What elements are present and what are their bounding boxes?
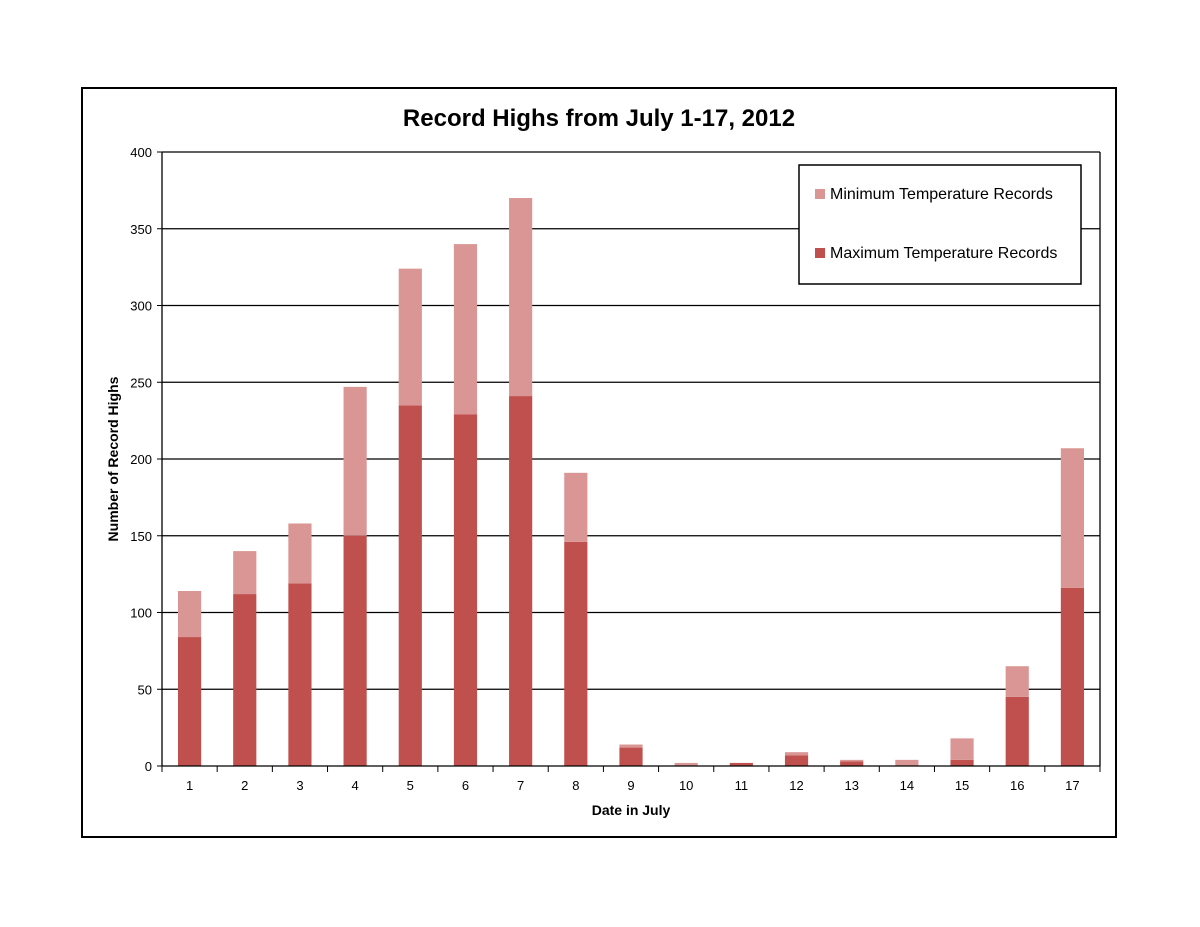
y-tick-label: 0 <box>145 759 152 774</box>
x-tick-label: 15 <box>955 778 969 793</box>
bar-max-records <box>1060 587 1084 766</box>
axes <box>157 151 1101 772</box>
x-tick-label: 16 <box>1010 778 1024 793</box>
bar-max-records <box>784 755 809 766</box>
x-tick-label: 14 <box>900 778 914 793</box>
bar-max-records <box>509 396 533 766</box>
x-tick-label: 12 <box>789 778 803 793</box>
legend-box <box>798 164 1082 285</box>
bar-min-records <box>453 244 478 415</box>
y-tick-label: 150 <box>130 529 152 544</box>
bar-max-records <box>564 541 588 766</box>
bar-min-records <box>288 523 312 584</box>
x-tick-label: 5 <box>407 778 414 793</box>
bar-max-records <box>619 747 643 766</box>
bar-min-records <box>784 752 809 756</box>
bar-max-records <box>1005 696 1029 766</box>
x-tick-label: 6 <box>462 778 469 793</box>
y-tick-label: 250 <box>130 375 152 390</box>
x-tick-label: 11 <box>735 778 749 793</box>
x-tick-label: 7 <box>517 778 524 793</box>
bar-min-records <box>398 268 422 406</box>
legend: Minimum Temperature Records Maximum Tempe… <box>798 164 1082 285</box>
x-tick-label: 8 <box>572 778 579 793</box>
bar-max-records <box>453 414 478 766</box>
x-tick-label: 13 <box>844 778 858 793</box>
bar-max-records <box>950 759 974 766</box>
y-tick-label: 100 <box>130 606 152 621</box>
bar-max-records <box>398 405 422 766</box>
bar-min-records <box>343 386 367 536</box>
bar-max-records <box>840 761 864 766</box>
bar-min-records <box>1060 448 1084 588</box>
bar-max-records <box>178 637 202 766</box>
x-tick-label: 10 <box>679 778 693 793</box>
legend-label: Minimum Temperature Records <box>830 186 1053 203</box>
x-tick-label: 9 <box>627 778 634 793</box>
x-tick-label: 3 <box>296 778 303 793</box>
chart-title: Record Highs from July 1-17, 2012 <box>403 105 795 132</box>
bar-min-records <box>1005 666 1029 697</box>
y-tick-label: 350 <box>130 222 152 237</box>
legend-swatch <box>815 248 825 258</box>
bar-min-records <box>564 472 588 542</box>
bars <box>178 198 1084 766</box>
bar-min-records <box>895 759 919 766</box>
bar-min-records <box>619 744 643 748</box>
x-tick-label: 17 <box>1065 778 1079 793</box>
y-axis-label: Number of Record Highs <box>105 376 121 541</box>
x-axis-label: Date in July <box>592 802 671 818</box>
bar-min-records <box>950 738 974 760</box>
x-tick-label: 2 <box>241 778 248 793</box>
bar-min-records <box>178 591 202 638</box>
y-tick-label: 200 <box>130 452 152 467</box>
bar-max-records <box>288 583 312 766</box>
bar-min-records <box>233 551 257 595</box>
y-tick-label: 50 <box>138 682 152 697</box>
bar-max-records <box>233 594 257 766</box>
bar-max-records <box>729 762 753 766</box>
bar-max-records <box>343 535 367 766</box>
y-tick-label: 300 <box>130 299 152 314</box>
bar-min-records <box>840 759 864 762</box>
y-tick-label: 400 <box>130 145 152 160</box>
bar-min-records <box>674 762 698 766</box>
bar-min-records <box>509 198 533 397</box>
x-tick-label: 4 <box>352 778 359 793</box>
x-tick-label: 1 <box>186 778 193 793</box>
legend-label: Maximum Temperature Records <box>830 245 1057 262</box>
legend-swatch <box>815 189 825 199</box>
